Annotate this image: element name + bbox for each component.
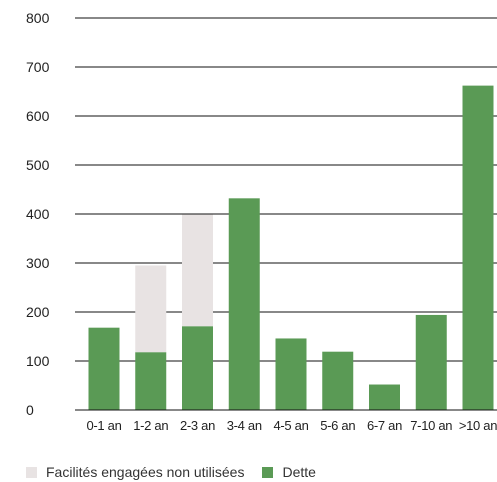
bar-dette [275,338,307,410]
legend-item-dette: Dette [262,464,316,480]
bar-dette [462,85,494,411]
legend-swatch-facilites [26,466,37,478]
legend-item-facilites: Facilités engagées non utilisées [26,464,244,480]
legend-label-dette: Dette [282,464,316,480]
y-tick-label: 0 [26,402,34,418]
x-tick-label: 0-1 an [86,418,121,433]
bar-dette [182,326,213,410]
bar-dette [415,314,447,410]
bar-facilites [135,265,167,353]
y-tick-label: 500 [26,157,50,173]
bar-dette [135,352,167,410]
bar-facilites [182,214,213,327]
bar-dette [369,384,400,410]
x-tick-label: >10 an [459,418,497,433]
y-tick-label: 800 [26,10,50,26]
y-tick-label: 600 [26,108,50,124]
x-tick-label: 3-4 an [227,418,262,433]
y-tick-label: 700 [26,59,50,75]
bar-dette [228,198,260,410]
x-tick-label: 4-5 an [273,418,308,433]
x-tick-label: 7-10 an [410,418,452,433]
y-tick-label: 400 [26,206,50,222]
y-tick-label: 200 [26,304,50,320]
chart-legend: Facilités engagées non utilisées Dette [26,463,334,481]
legend-swatch-dette [262,466,274,478]
bar-dette [88,327,120,410]
legend-label-facilites: Facilités engagées non utilisées [46,464,245,480]
y-tick-label: 100 [26,353,50,369]
x-tick-label: 1-2 an [133,418,168,433]
x-tick-label: 5-6 an [320,418,355,433]
bar-dette [322,351,354,410]
y-tick-label: 300 [26,255,50,271]
x-tick-label: 2-3 an [180,418,215,433]
x-tick-label: 6-7 an [367,418,402,433]
